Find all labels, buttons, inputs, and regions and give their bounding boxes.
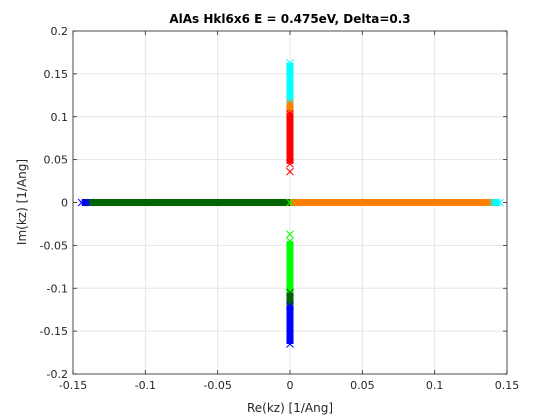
series-end-marker <box>286 340 294 348</box>
y-tick-label: 0.05 <box>44 154 69 167</box>
data-point <box>286 198 294 207</box>
y-axis-label: Im(kz) [1/Ang] <box>15 159 29 245</box>
axis-ticks: -0.15 -0.1 -0.05 0 0.05 0.1 0.15-0.2-0.15-0.1-… <box>40 25 520 392</box>
marker-stroke <box>286 160 294 168</box>
marker-stroke <box>286 167 294 176</box>
y-tick-label: -0.15 <box>40 325 68 338</box>
marker-stroke <box>286 58 294 67</box>
y-tick-label: 0.2 <box>51 25 69 38</box>
marker-stroke <box>495 198 504 207</box>
y-tick-label: -0.05 <box>40 239 68 252</box>
x-axis-label: Re(kz) [1/Ang] <box>247 401 333 415</box>
y-tick-label: -0.1 <box>47 282 68 295</box>
y-tick-label: 0.15 <box>44 68 69 81</box>
series-end-marker <box>286 106 294 114</box>
y-tick-label: -0.2 <box>47 368 68 381</box>
marker-stroke <box>286 230 294 239</box>
marker-stroke <box>488 198 497 207</box>
series-end-marker <box>488 198 497 207</box>
series-end-marker <box>286 95 294 104</box>
data-point <box>286 167 294 176</box>
series-end-marker <box>495 198 504 207</box>
marker-stroke <box>286 198 294 207</box>
marker-stroke <box>286 106 294 114</box>
x-tick-label: -0.05 <box>203 379 231 392</box>
x-tick-label: 0.1 <box>426 379 444 392</box>
series-end-marker <box>286 58 294 67</box>
marker-stroke <box>77 198 86 207</box>
x-tick-label: 0 <box>287 379 294 392</box>
x-tick-label: -0.1 <box>135 379 156 392</box>
data-point <box>286 230 294 239</box>
series-end-marker <box>286 237 294 245</box>
series-end-marker <box>286 301 294 310</box>
y-tick-label: 0.1 <box>51 111 69 124</box>
chart-title: AlAs Hkl6x6 E = 0.475eV, Delta=0.3 <box>169 12 410 26</box>
data-series <box>77 58 504 348</box>
series-end-marker <box>86 198 95 207</box>
x-tick-label: 0.15 <box>495 379 520 392</box>
series-end-marker <box>77 198 86 207</box>
y-tick-label: 0 <box>61 197 68 210</box>
marker-stroke <box>86 198 95 207</box>
marker-stroke <box>286 340 294 348</box>
marker-stroke <box>286 95 294 104</box>
series-end-marker <box>286 288 294 297</box>
series-end-marker <box>286 160 294 168</box>
x-tick-label: 0.05 <box>350 379 375 392</box>
marker-stroke <box>286 301 294 310</box>
x-tick-label: -0.15 <box>59 379 87 392</box>
marker-stroke <box>286 288 294 297</box>
marker-stroke <box>286 237 294 245</box>
